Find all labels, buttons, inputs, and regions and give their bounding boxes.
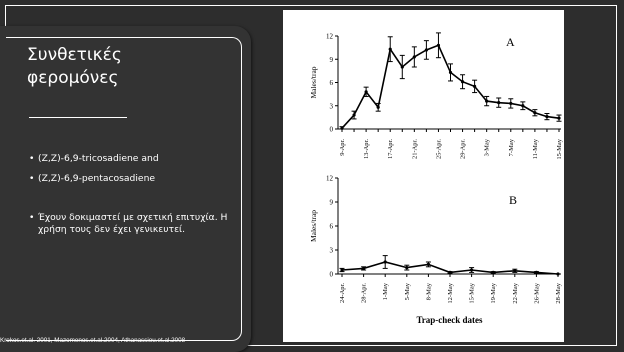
x-tick-label: 24-Apr.	[339, 283, 346, 303]
slide-title: Συνθετικές φερομόνες	[27, 44, 227, 90]
bullet-item-3: • Έχουν δοκιμαστεί με σχετική επιτυχία. …	[29, 212, 229, 236]
bullet-text: (Z,Z)-6,9-tricosadiene and	[38, 153, 159, 164]
y-tick-label: 9	[330, 199, 334, 207]
left-panel-border	[6, 37, 242, 341]
x-tick-label: 22-May	[512, 282, 519, 303]
data-point	[400, 65, 404, 69]
bullet-marker: •	[29, 153, 35, 164]
x-tick-label: 21-Apr.	[411, 139, 418, 159]
x-tick-label: 15-May	[469, 282, 476, 303]
citation: Krokos.et.al. 2001, Mazomenos.et.al.2004…	[0, 337, 186, 344]
x-tick-label: 5-May	[404, 282, 411, 300]
data-point	[513, 269, 517, 273]
x-tick-label: 28-Apr.	[361, 283, 368, 303]
data-point	[485, 99, 489, 103]
data-point	[509, 101, 513, 106]
y-tick-label: 0	[330, 126, 334, 134]
data-point	[556, 272, 560, 276]
x-tick-label: 9-Apr.	[339, 139, 346, 156]
title-divider	[29, 117, 127, 118]
left-panel	[0, 26, 251, 352]
data-point	[491, 270, 495, 274]
data-point	[426, 262, 430, 266]
data-point	[557, 116, 561, 120]
x-tick-label: 19-May	[490, 282, 497, 303]
x-tick-label: 25-Apr.	[435, 139, 442, 159]
x-tick-label: 26-May	[533, 282, 540, 303]
x-tick-label: 11-May	[532, 138, 539, 159]
title-line-1: Συνθετικές	[27, 45, 122, 65]
data-point	[424, 48, 428, 52]
bullet-item-1: • (Z,Z)-6,9-tricosadiene and	[29, 153, 229, 165]
panel-label: A	[506, 35, 515, 49]
bullet-text: (Z,Z)-6,9-pentacosadiene	[38, 173, 156, 184]
y-axis-title: Males/trap	[309, 210, 318, 242]
bullet-marker: •	[29, 173, 35, 184]
y-tick-label: 6	[330, 79, 334, 87]
bullet-text: Έχουν δοκιμαστεί με σχετική επιτυχία. Η …	[38, 212, 228, 235]
x-tick-label: 8-May	[425, 282, 432, 300]
x-tick-label: 7-May	[508, 138, 515, 156]
data-point	[533, 111, 537, 115]
x-tick-label: 1-May	[382, 282, 389, 300]
y-tick-label: 3	[330, 247, 334, 255]
data-point	[388, 47, 392, 51]
data-point	[376, 105, 380, 109]
x-tick-label: 3-May	[484, 138, 491, 156]
data-point	[545, 115, 549, 119]
y-tick-label: 12	[326, 175, 334, 183]
data-point	[436, 43, 441, 47]
data-point	[473, 84, 477, 88]
y-axis-title: Males/trap	[309, 66, 318, 98]
data-point	[470, 268, 474, 272]
data-point	[412, 55, 416, 59]
data-point	[460, 80, 465, 84]
charts-svg: 0 3 6 9 12 Males/trap A 9-Apr. 13-Apr. 17-Apr. 21-…	[309, 32, 563, 325]
data-point	[362, 266, 366, 270]
x-tick-label: 12-May	[447, 282, 454, 303]
y-tick-label: 3	[330, 102, 334, 110]
x-tick-label: 13-Apr.	[363, 139, 370, 159]
x-tick-label: 17-Apr.	[387, 139, 394, 159]
data-point	[497, 101, 501, 105]
x-axis-title: Trap-check dates	[416, 315, 483, 325]
panel-label: B	[509, 193, 517, 207]
series-line	[341, 44, 560, 129]
data-point	[448, 270, 452, 274]
data-point	[534, 270, 538, 274]
data-point	[448, 70, 453, 75]
data-point	[521, 104, 525, 108]
y-tick-label: 6	[330, 223, 334, 231]
bullet-item-2: • (Z,Z)-6,9-pentacosadiene	[29, 173, 229, 185]
data-point	[364, 90, 368, 94]
x-tick-label: 28-May	[555, 282, 562, 303]
bullet-marker: •	[29, 212, 35, 223]
data-point	[383, 260, 387, 264]
data-point	[405, 266, 409, 270]
y-tick-label: 12	[326, 33, 334, 41]
x-tick-label: 15-May	[556, 138, 563, 159]
title-line-2: φερομόνες	[27, 68, 119, 88]
data-point	[340, 268, 344, 272]
data-point	[340, 126, 344, 130]
y-tick-label: 0	[330, 271, 334, 279]
figure: 0 3 6 9 12 Males/trap A 9-Apr. 13-Apr. 17-Apr. 21-…	[283, 10, 564, 342]
x-tick-label: 29-Apr.	[460, 139, 467, 159]
y-tick-label: 9	[330, 56, 334, 64]
data-point	[352, 113, 356, 117]
